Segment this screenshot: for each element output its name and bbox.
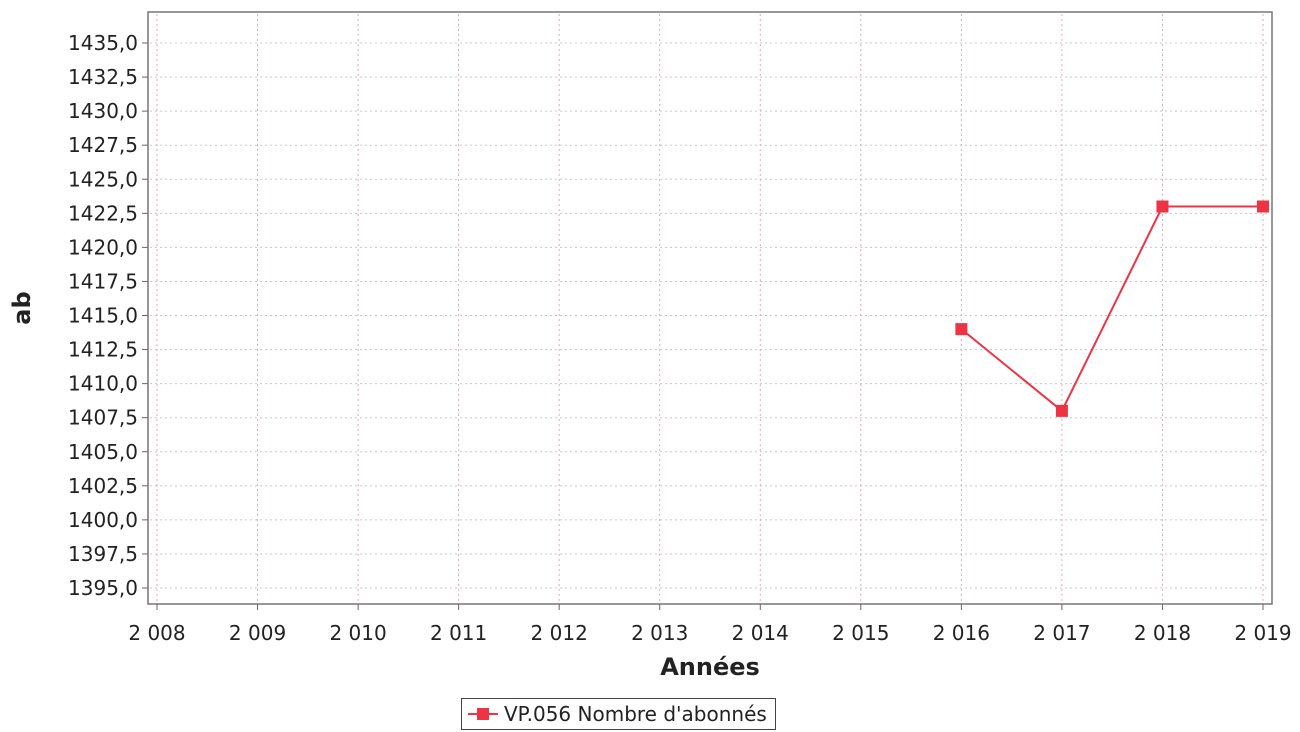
x-tick-label: 2 011 xyxy=(430,621,487,645)
grid xyxy=(150,14,1270,602)
y-tick-label: 1395,0 xyxy=(68,576,138,600)
y-tick-label: 1400,0 xyxy=(68,508,138,532)
x-tick-label: 2 017 xyxy=(1033,621,1090,645)
y-tick-label: 1420,0 xyxy=(68,235,138,259)
y-axis-title: ab xyxy=(8,291,36,324)
plot-area xyxy=(147,11,1273,605)
series-layer xyxy=(955,200,1269,417)
y-tick-label: 1425,0 xyxy=(68,167,138,191)
series-line xyxy=(960,205,1263,413)
x-tick-label: 2 008 xyxy=(128,621,185,645)
x-axis: 2 008 2 009 2 010 2 011 2 012 2 013 2 014 2 015… xyxy=(128,604,1292,645)
legend-swatch xyxy=(468,707,498,721)
y-tick-label: 1412,5 xyxy=(68,338,138,362)
y-tick-label: 1430,0 xyxy=(68,99,138,123)
x-axis-title: Années xyxy=(660,653,760,681)
y-tick-label: 1405,0 xyxy=(68,440,138,464)
data-point xyxy=(1156,200,1169,213)
x-tick-label: 2 019 xyxy=(1234,621,1291,645)
data-point xyxy=(1055,404,1068,417)
y-tick-label: 1402,5 xyxy=(68,474,138,498)
line-chart: 1435,0 1432,5 1430,0 1427,5 1425,0 1422,5 1420… xyxy=(8,11,1292,681)
y-tick-label: 1407,5 xyxy=(68,406,138,430)
legend: VP.056 Nombre d'abonnés xyxy=(461,698,776,730)
y-tick-label: 1427,5 xyxy=(68,133,138,157)
y-tick-label: 1432,5 xyxy=(68,65,138,89)
x-tick-label: 2 009 xyxy=(229,621,286,645)
y-tick-label: 1397,5 xyxy=(68,542,138,566)
y-tick-label: 1435,0 xyxy=(68,31,138,55)
y-tick-label: 1422,5 xyxy=(68,201,138,225)
data-point xyxy=(1257,200,1269,213)
y-tick-label: 1410,0 xyxy=(68,372,138,396)
y-axis: 1435,0 1432,5 1430,0 1427,5 1425,0 1422,5 1420… xyxy=(68,31,148,600)
x-tick-label: 2 013 xyxy=(631,621,688,645)
x-tick-label: 2 010 xyxy=(329,621,386,645)
x-tick-label: 2 015 xyxy=(832,621,889,645)
data-point xyxy=(955,323,968,336)
legend-label: VP.056 Nombre d'abonnés xyxy=(504,702,767,726)
x-tick-label: 2 012 xyxy=(531,621,588,645)
x-tick-label: 2 014 xyxy=(732,621,789,645)
y-tick-label: 1415,0 xyxy=(68,304,138,328)
x-tick-label: 2 018 xyxy=(1134,621,1191,645)
x-tick-label: 2 016 xyxy=(933,621,990,645)
y-tick-label: 1417,5 xyxy=(68,269,138,293)
